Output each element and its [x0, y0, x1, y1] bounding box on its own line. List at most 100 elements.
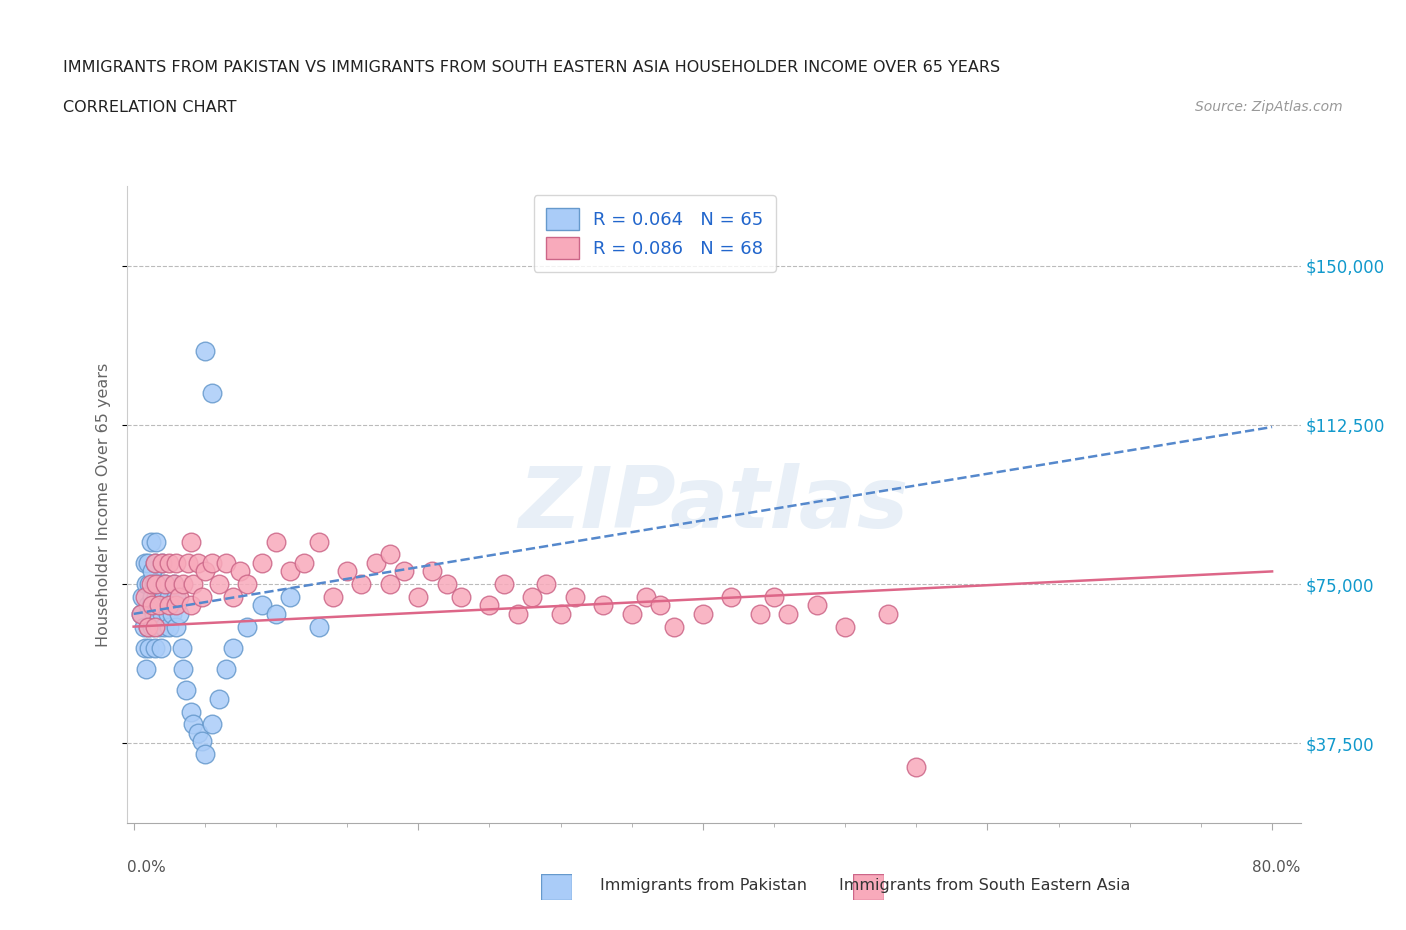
Point: [378, 577, 401, 591]
Point: [191, 590, 214, 604]
Point: [146, 606, 169, 621]
Point: [150, 555, 173, 570]
Point: [129, 606, 152, 621]
Point: [180, 534, 202, 549]
Point: [194, 564, 217, 578]
Point: [132, 619, 155, 634]
Text: Immigrants from South Eastern Asia: Immigrants from South Eastern Asia: [838, 878, 1130, 893]
Point: [183, 717, 205, 732]
Point: [350, 577, 373, 591]
Point: [208, 691, 231, 706]
Point: [506, 606, 529, 621]
Point: [634, 590, 657, 604]
Point: [157, 590, 180, 604]
Point: [139, 577, 162, 591]
Text: 0.0%: 0.0%: [127, 860, 166, 875]
Point: [141, 598, 163, 613]
Point: [141, 564, 163, 578]
Point: [162, 577, 184, 591]
Point: [620, 606, 643, 621]
Point: [778, 606, 800, 621]
Point: [134, 590, 156, 604]
Point: [520, 590, 543, 604]
Point: [201, 386, 224, 401]
Point: [149, 641, 172, 656]
Point: [136, 619, 159, 634]
Point: [187, 555, 209, 570]
Point: [139, 598, 162, 613]
Point: [134, 555, 156, 570]
Text: ZIPatlas: ZIPatlas: [519, 463, 908, 546]
Point: [422, 564, 444, 578]
Point: [167, 590, 190, 604]
Point: [135, 577, 157, 591]
Point: [143, 598, 166, 613]
Point: [180, 704, 202, 719]
Point: [162, 577, 184, 591]
Point: [650, 598, 672, 613]
Point: [152, 590, 174, 604]
Point: [170, 641, 193, 656]
Point: [142, 606, 165, 621]
Point: [748, 606, 770, 621]
Point: [145, 577, 167, 591]
Point: [550, 606, 572, 621]
Point: [378, 547, 401, 562]
Point: [145, 590, 167, 604]
Point: [720, 590, 742, 604]
Point: [152, 619, 174, 634]
Point: [159, 598, 181, 613]
Point: [150, 555, 173, 570]
Point: [406, 590, 429, 604]
Point: [138, 577, 160, 591]
Point: [136, 598, 159, 613]
Point: [201, 555, 224, 570]
Point: [142, 577, 165, 591]
Point: [392, 564, 415, 578]
Point: [215, 661, 238, 676]
Point: [336, 564, 359, 578]
Point: [876, 606, 898, 621]
Point: [135, 661, 157, 676]
Point: [157, 598, 180, 613]
Point: [222, 590, 245, 604]
Point: [145, 534, 167, 549]
Point: [215, 555, 238, 570]
Point: [150, 606, 173, 621]
Point: [264, 534, 287, 549]
Point: [592, 598, 614, 613]
Point: [692, 606, 714, 621]
Point: [278, 590, 301, 604]
Point: [134, 641, 156, 656]
Point: [201, 717, 224, 732]
Point: [150, 577, 173, 591]
Point: [129, 606, 152, 621]
Point: [278, 564, 301, 578]
Point: [156, 606, 179, 621]
Point: [143, 619, 166, 634]
Point: [364, 555, 387, 570]
Point: [250, 598, 273, 613]
Point: [905, 759, 928, 774]
Point: [165, 590, 187, 604]
Point: [153, 577, 176, 591]
Point: [834, 619, 856, 634]
Point: [664, 619, 686, 634]
Point: [153, 577, 176, 591]
Text: 80.0%: 80.0%: [1253, 860, 1301, 875]
Point: [763, 590, 786, 604]
Point: [177, 555, 200, 570]
Point: [564, 590, 586, 604]
Point: [194, 747, 217, 762]
Point: [187, 725, 209, 740]
Point: [148, 619, 170, 634]
Legend: R = 0.064   N = 65, R = 0.086   N = 68: R = 0.064 N = 65, R = 0.086 N = 68: [534, 195, 776, 272]
Text: CORRELATION CHART: CORRELATION CHART: [63, 100, 236, 114]
Point: [294, 555, 316, 570]
Point: [160, 606, 183, 621]
Point: [322, 590, 344, 604]
Point: [536, 577, 558, 591]
Point: [176, 683, 198, 698]
Point: [264, 606, 287, 621]
Point: [146, 577, 169, 591]
